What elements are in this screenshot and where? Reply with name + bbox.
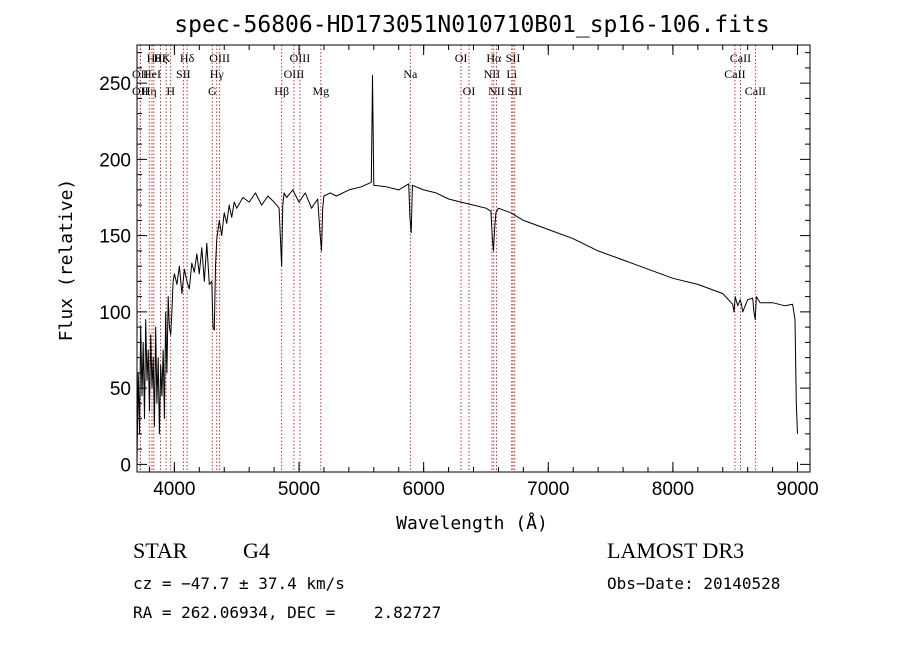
spectrum-series: [136, 75, 798, 465]
redshift-value: cz = −47.7 ± 37.4 km/s: [133, 574, 345, 593]
line-label-25: SII: [507, 84, 522, 98]
line-label-4: Hθ: [147, 51, 162, 65]
line-label-13: Hβ: [274, 84, 289, 98]
x-tick-label-2: 6000: [403, 479, 445, 500]
series-line-0: [136, 75, 798, 465]
line-label-27: CaII: [730, 51, 751, 65]
y-tick-label-0: 0: [120, 455, 131, 476]
line-label-8: SII: [176, 67, 191, 81]
line-label-17: Na: [403, 67, 418, 81]
x-tick-label-5: 9000: [776, 479, 818, 500]
x-axis-label: Wavelength (Å): [396, 512, 548, 534]
line-label-26: CaII: [724, 67, 745, 81]
line-label-23: Li: [506, 67, 517, 81]
coordinates: RA = 262.06934, DEC = 2.82727: [133, 603, 442, 622]
x-tick-label-4: 8000: [652, 479, 694, 500]
line-label-21: Hα: [486, 51, 502, 65]
y-tick-label-1: 50: [110, 379, 131, 400]
line-label-28: CaII: [745, 84, 766, 98]
object-class: STAR: [133, 538, 188, 563]
line-label-19: OI: [463, 84, 476, 98]
line-label-11: Hγ: [210, 67, 225, 81]
chart-title: spec-56806-HD173051N010710B01_sp16-106.f…: [174, 12, 769, 38]
line-label-24: SII: [506, 51, 521, 65]
line-label-5: Hζ: [154, 51, 168, 65]
y-tick-label-5: 250: [99, 74, 131, 95]
object-subclass: G4: [243, 538, 270, 563]
line-label-16: Mg: [312, 84, 329, 98]
line-label-12: OIII: [209, 51, 230, 65]
survey-name: LAMOST DR3: [607, 538, 745, 563]
x-tick-label-1: 5000: [278, 479, 320, 500]
plot-frame: [136, 44, 811, 473]
line-label-1: OII: [132, 84, 149, 98]
line-label-15: OIII: [290, 51, 311, 65]
line-label-14: OIII: [284, 67, 305, 81]
y-tick-label-3: 150: [99, 227, 131, 248]
axis-ticks: 4000 5000 6000 7000 8000 9000 0 50 100 150 200 250: [99, 45, 819, 500]
y-tick-label-4: 200: [99, 150, 131, 171]
line-label-10: G: [208, 84, 217, 98]
line-label-7: H: [166, 84, 175, 98]
obs-date: Obs−Date: 20140528: [607, 574, 781, 593]
line-label-3: HeI: [143, 67, 161, 81]
line-label-9: Hδ: [180, 51, 195, 65]
emission-line-markers: OIIOIIHηHeIHθHζKHSIIHδGHγOIIIHβOIIIOIIIM…: [132, 45, 766, 472]
y-tick-label-2: 100: [99, 303, 131, 324]
line-label-22: NII: [488, 84, 505, 98]
line-label-6: K: [162, 51, 171, 65]
line-label-2: Hη: [142, 84, 157, 98]
line-label-18: OI: [455, 51, 468, 65]
x-tick-label-0: 4000: [153, 479, 195, 500]
line-label-20: NII: [484, 67, 501, 81]
y-axis-label: Flux (relative): [56, 179, 77, 342]
x-tick-label-3: 7000: [527, 479, 569, 500]
